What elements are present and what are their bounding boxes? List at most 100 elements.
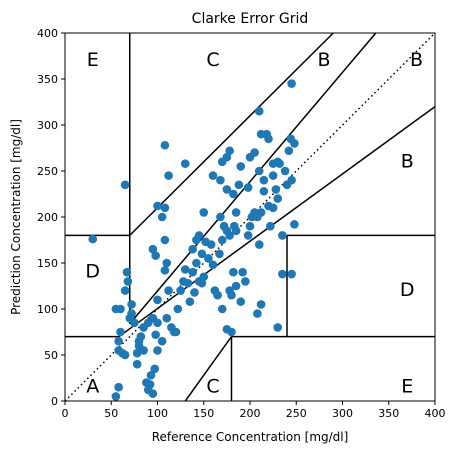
data-point — [151, 251, 160, 260]
data-point — [256, 208, 266, 217]
data-point — [225, 231, 234, 240]
data-points — [88, 79, 299, 401]
data-point — [171, 327, 181, 337]
data-point — [173, 304, 183, 314]
data-point — [236, 162, 246, 171]
data-point — [231, 281, 241, 291]
data-point — [208, 260, 218, 270]
data-point — [183, 278, 193, 288]
data-point — [229, 189, 238, 199]
y-tick-label: 300 — [37, 119, 58, 132]
data-point — [234, 180, 244, 190]
x-axis-ticks: 0 50 100 150 200 250 300 350 400 — [62, 401, 446, 420]
data-point — [290, 139, 299, 148]
data-point — [127, 309, 136, 318]
y-tick-label: 50 — [44, 349, 58, 362]
data-point — [120, 180, 130, 190]
data-point — [259, 186, 269, 196]
data-point — [287, 79, 296, 88]
data-point — [180, 265, 190, 274]
data-point — [122, 267, 132, 277]
data-point — [160, 140, 170, 150]
data-point — [146, 370, 156, 380]
y-tick-label: 400 — [37, 27, 58, 40]
data-point — [150, 364, 160, 374]
data-point — [160, 235, 170, 245]
data-point — [123, 277, 133, 286]
zone-label: E — [87, 49, 99, 71]
data-point — [271, 185, 281, 194]
data-point — [132, 348, 142, 358]
data-point — [216, 175, 225, 185]
data-point — [264, 134, 273, 144]
data-point — [273, 194, 283, 203]
x-tick-label: 0 — [62, 407, 69, 420]
data-point — [153, 318, 162, 328]
data-point — [243, 183, 253, 192]
data-point — [114, 346, 123, 355]
data-point — [151, 330, 160, 340]
data-point — [127, 300, 136, 309]
data-point — [217, 157, 227, 167]
data-point — [188, 267, 197, 277]
data-point — [245, 221, 255, 231]
zone-boundary-line — [129, 32, 377, 325]
x-tick-label: 50 — [104, 407, 118, 420]
data-point — [231, 226, 241, 236]
data-point — [199, 272, 209, 282]
y-tick-label: 100 — [37, 303, 58, 316]
data-point — [153, 346, 162, 355]
data-point — [188, 244, 197, 254]
data-point — [215, 249, 224, 259]
data-point — [164, 286, 173, 295]
zone-label: C — [206, 49, 219, 71]
data-point — [280, 166, 290, 176]
y-tick-label: 200 — [37, 211, 58, 224]
data-point — [192, 235, 201, 245]
data-point — [287, 175, 296, 185]
data-point — [243, 231, 253, 240]
data-point — [111, 392, 121, 401]
data-point — [185, 297, 195, 306]
data-point — [160, 266, 170, 275]
data-point — [273, 323, 283, 332]
data-point — [157, 336, 167, 346]
data-point — [268, 171, 278, 180]
data-point — [217, 235, 227, 245]
data-point — [216, 212, 225, 222]
data-point — [153, 201, 162, 211]
data-point — [157, 212, 167, 222]
data-point — [254, 166, 264, 176]
data-point — [268, 203, 278, 213]
y-axis-ticks: 0 50 100 150 200 250 300 350 400 — [37, 27, 65, 408]
zone-boundary-line — [129, 32, 334, 236]
y-tick-label: 0 — [51, 395, 58, 408]
data-point — [206, 240, 216, 249]
zone-label: D — [400, 279, 415, 301]
data-point — [259, 175, 269, 185]
data-point — [136, 332, 146, 341]
data-point — [180, 159, 190, 168]
data-point — [278, 269, 287, 279]
x-tick-label: 200 — [240, 407, 261, 420]
data-point — [208, 171, 218, 180]
data-point — [114, 336, 123, 346]
data-point — [254, 240, 264, 249]
y-tick-label: 350 — [37, 73, 58, 86]
data-point — [88, 234, 98, 244]
zone-label: B — [317, 49, 330, 71]
data-point — [160, 203, 170, 213]
data-point — [192, 258, 201, 268]
data-point — [217, 304, 227, 314]
zone-label: B — [410, 49, 423, 71]
zone-labels: A B B B C C D D E E — [85, 49, 423, 398]
x-tick-label: 400 — [425, 407, 446, 420]
data-point — [238, 267, 247, 277]
data-point — [153, 295, 162, 305]
zone-boundary-line — [118, 105, 436, 338]
zone-boundary-line — [184, 336, 233, 402]
data-point — [222, 185, 232, 194]
data-point — [120, 350, 130, 360]
data-point — [199, 208, 209, 217]
data-point — [273, 157, 283, 167]
